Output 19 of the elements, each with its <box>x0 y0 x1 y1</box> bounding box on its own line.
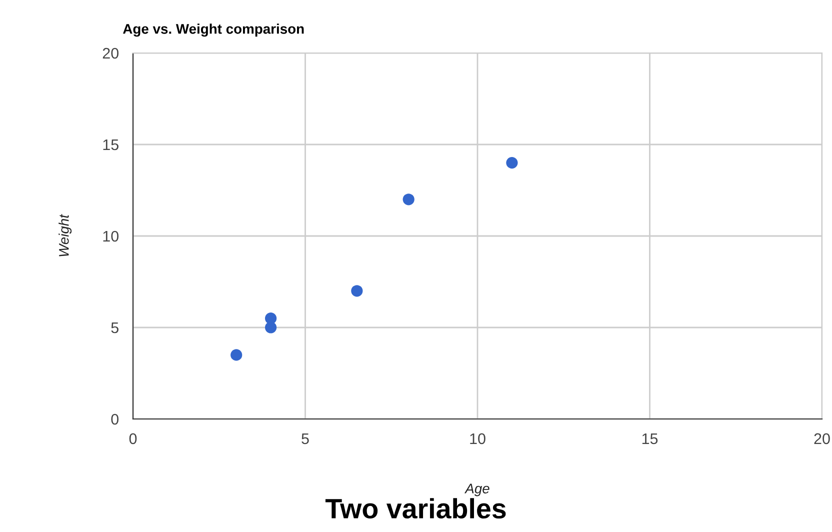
x-tick-label: 10 <box>470 433 486 444</box>
x-tick-label: 0 <box>129 433 137 444</box>
x-tick-label: 15 <box>642 433 658 444</box>
x-tick-label: 20 <box>814 433 830 444</box>
y-tick-label: 5 <box>111 322 118 334</box>
text: Two variables <box>325 498 506 519</box>
x-axis-title: Age <box>464 484 490 496</box>
point <box>230 349 242 361</box>
y-tick-label: 20 <box>102 48 119 59</box>
y-tick-label: 10 <box>103 230 119 242</box>
y-tick-label: 0 <box>111 414 119 425</box>
y-tick-label: 15 <box>103 140 118 150</box>
point <box>402 194 414 206</box>
point <box>506 156 518 169</box>
y-axis-title: Weight <box>58 214 72 256</box>
point <box>264 322 277 334</box>
chart-title: Age vs. Weight comparison <box>123 24 304 37</box>
point <box>351 285 363 297</box>
x-tick-label: 5 <box>302 433 309 444</box>
